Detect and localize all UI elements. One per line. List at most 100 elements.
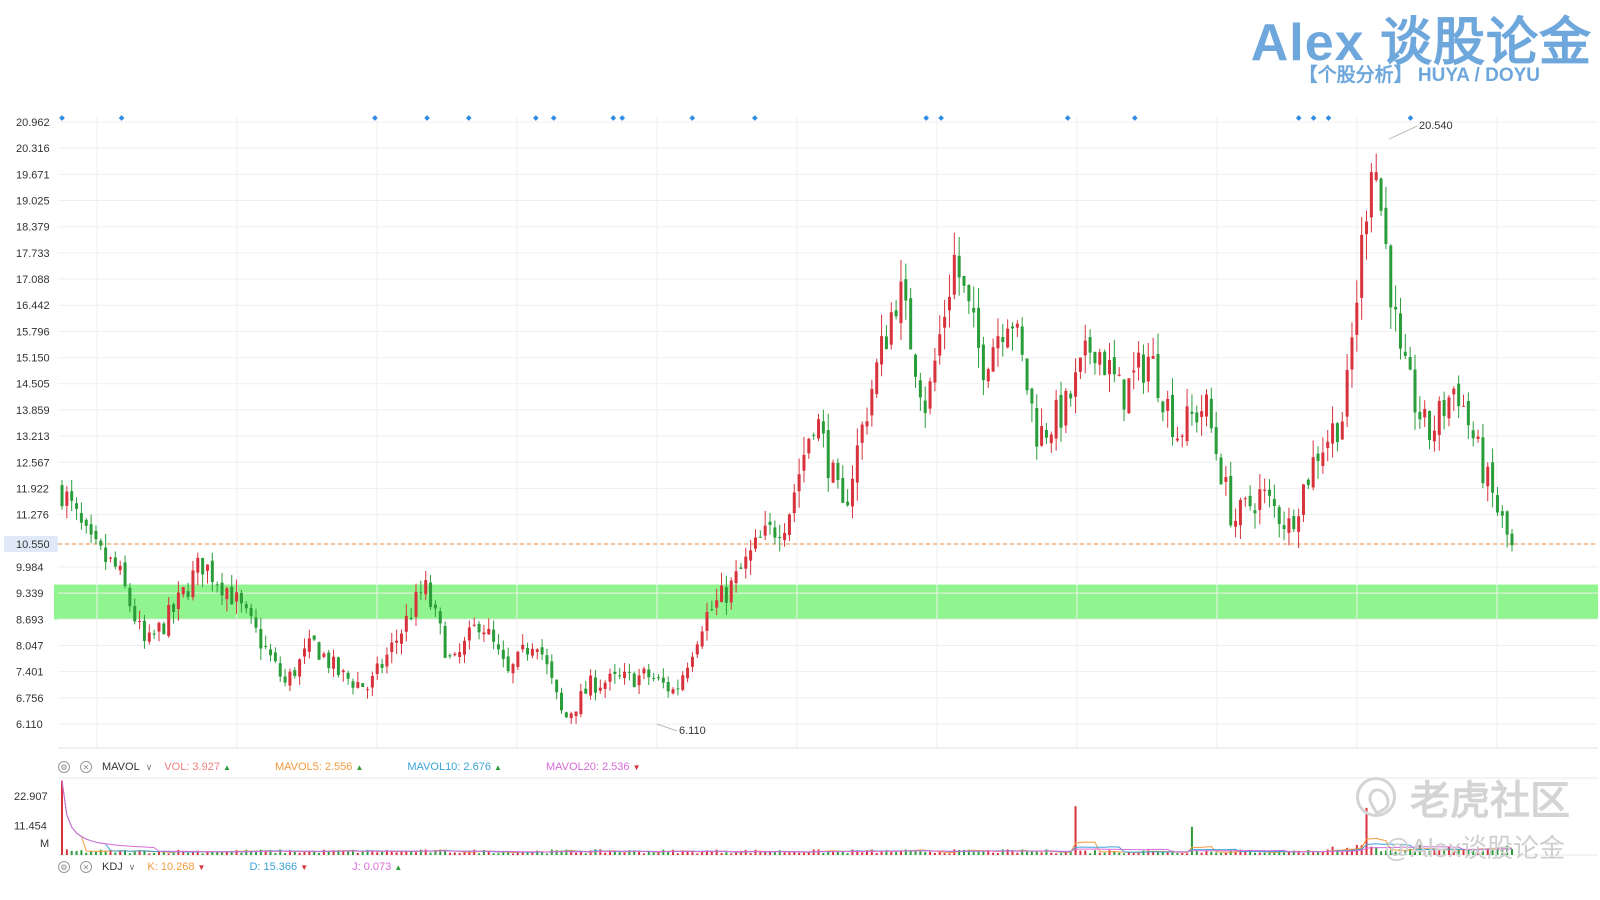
candle-body — [613, 671, 617, 675]
volume-bar — [211, 852, 214, 855]
candle-body — [1093, 351, 1097, 364]
candle-body — [327, 652, 331, 669]
candle-body — [302, 648, 306, 657]
event-marker — [1407, 115, 1414, 121]
volume-bar — [104, 850, 107, 855]
candle-body — [1200, 411, 1204, 417]
candle-body — [225, 588, 229, 600]
volume-bar — [1001, 849, 1004, 855]
candle-body — [734, 571, 738, 584]
chevron-down-icon[interactable]: ∨ — [145, 761, 153, 772]
candle-body — [1389, 245, 1393, 308]
candle-body — [341, 670, 345, 673]
volume-bar — [221, 851, 224, 855]
volume-bar — [240, 852, 243, 855]
volume-bar — [157, 851, 160, 855]
candle-body — [618, 675, 622, 677]
candle-body — [850, 478, 854, 507]
volume-bar — [376, 852, 379, 855]
volume-bar — [982, 851, 985, 855]
close-icon[interactable]: ✕ — [80, 861, 92, 873]
candle-body — [1015, 323, 1019, 328]
volume-bar — [133, 850, 136, 855]
volume-bar — [327, 851, 330, 855]
candle-body — [1510, 533, 1514, 546]
volume-bar — [1210, 851, 1213, 855]
volume-bar — [1384, 850, 1387, 855]
settings-icon[interactable]: ⚙ — [58, 761, 70, 773]
candle-body — [1481, 437, 1485, 484]
volume-bar — [196, 850, 199, 855]
candle-body — [1112, 357, 1116, 375]
volume-bar — [119, 850, 122, 855]
volume-ma-line — [61, 780, 1512, 853]
arrow-up-icon: ▲ — [223, 763, 231, 772]
volume-bar — [128, 853, 131, 855]
volume-bar — [730, 853, 733, 855]
volume-bar — [65, 849, 68, 855]
volume-bar — [895, 852, 898, 855]
candle-body — [317, 642, 321, 660]
volume-bar — [822, 852, 825, 855]
candle-body — [1151, 355, 1155, 359]
candle-body — [424, 580, 428, 595]
volume-bar — [1161, 852, 1164, 855]
candle-body — [724, 587, 728, 603]
candle-body — [201, 557, 205, 575]
volume-bar — [696, 853, 699, 855]
candle-body — [123, 562, 127, 587]
volume-bar — [735, 852, 738, 855]
volume-bar — [1190, 826, 1193, 855]
volume-bar — [1418, 844, 1421, 855]
candle-body — [1423, 408, 1427, 418]
candle-body — [676, 688, 680, 690]
close-icon[interactable]: ✕ — [80, 761, 92, 773]
volume-bar — [1224, 852, 1227, 855]
candle-body — [783, 532, 787, 541]
volume-bar — [497, 853, 500, 855]
volume-bar — [773, 852, 776, 855]
volume-bar — [817, 849, 820, 855]
event-marker — [610, 115, 617, 121]
candle-body — [205, 564, 209, 571]
watermark-sub: @Alex谈股论金 — [1384, 833, 1565, 863]
volume-bar — [710, 851, 713, 855]
volume-bar — [1302, 853, 1305, 855]
price-tick-label: 16.442 — [16, 300, 50, 312]
volume-bar — [468, 850, 471, 855]
candle-body — [899, 281, 903, 324]
price-tick-label: 6.756 — [16, 693, 44, 705]
volume-bar — [1059, 853, 1062, 855]
volume-bar — [245, 849, 248, 855]
candle-body — [642, 668, 646, 674]
volume-bar — [1064, 851, 1067, 855]
volume-bar — [1137, 851, 1140, 855]
chevron-down-icon[interactable]: ∨ — [128, 861, 136, 872]
d-value: D: 15.366 ▼ — [249, 861, 309, 873]
volume-bar — [75, 851, 78, 855]
volume-bar — [531, 851, 534, 855]
candle-body — [492, 629, 496, 642]
candle-body — [1214, 427, 1218, 455]
volume-bar — [1050, 852, 1053, 855]
volume-bar — [405, 850, 408, 855]
candle-body — [778, 536, 782, 539]
volume-bar — [555, 850, 558, 855]
candle-body — [1500, 511, 1504, 516]
candle-body — [458, 652, 462, 657]
candle-body — [1413, 369, 1417, 413]
volume-bar — [1205, 850, 1208, 855]
settings-icon[interactable]: ⚙ — [58, 861, 70, 873]
volume-bar — [410, 851, 413, 855]
volume-bar — [1278, 850, 1281, 855]
candle-body — [346, 672, 350, 679]
kdj-name: KDJ — [102, 861, 123, 873]
candle-body — [70, 491, 74, 501]
candle-body — [1006, 328, 1010, 348]
volume-bar — [182, 851, 185, 855]
event-marker — [532, 115, 539, 121]
candle-body — [496, 644, 500, 650]
candle-body — [1127, 378, 1131, 414]
candle-body — [104, 547, 108, 562]
